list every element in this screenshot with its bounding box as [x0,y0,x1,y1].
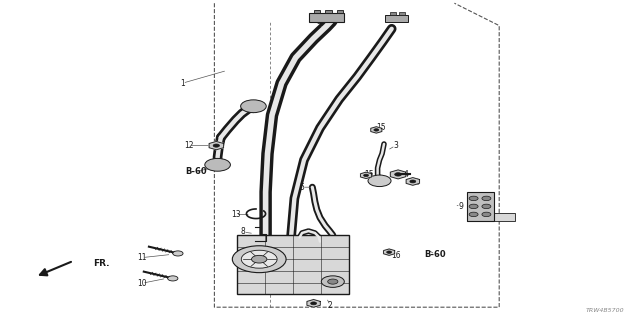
Circle shape [310,302,317,305]
Polygon shape [390,170,406,179]
Text: 3: 3 [393,141,398,150]
Bar [325,10,332,13]
Polygon shape [371,127,382,133]
Polygon shape [360,172,372,179]
Text: TRW4B5700: TRW4B5700 [586,308,624,313]
Bar [385,15,408,22]
Text: 7: 7 [316,23,321,32]
Text: 11: 11 [138,253,147,262]
Circle shape [482,196,491,201]
Bar [399,12,405,15]
Polygon shape [406,178,419,185]
Text: 4: 4 [404,170,409,179]
Bar [467,213,515,221]
Bar [467,192,494,221]
Text: B-60: B-60 [424,250,446,259]
Text: 14: 14 [328,242,338,251]
Polygon shape [209,141,223,150]
Circle shape [168,276,178,281]
Circle shape [482,212,491,217]
Text: 6: 6 [242,106,247,115]
Text: 8: 8 [241,228,246,236]
Bar [237,235,349,294]
Circle shape [328,279,338,284]
Text: 12: 12 [410,178,419,187]
Bar [337,10,344,13]
Polygon shape [383,249,395,255]
Circle shape [241,250,277,268]
Circle shape [469,204,478,209]
Circle shape [321,276,344,287]
Circle shape [469,212,478,217]
Circle shape [368,175,391,187]
Circle shape [374,129,379,131]
Circle shape [213,144,220,147]
Text: 5: 5 [300,183,305,192]
Text: 2: 2 [328,301,333,310]
Circle shape [482,204,491,209]
Polygon shape [307,300,320,307]
Text: 10: 10 [137,279,147,288]
Text: 13: 13 [230,210,241,219]
Circle shape [252,255,267,263]
Circle shape [469,196,478,201]
Text: B-60: B-60 [186,167,207,176]
Bar [314,10,321,13]
Text: 15: 15 [376,124,386,132]
Circle shape [395,173,401,176]
Circle shape [173,251,183,256]
Circle shape [387,251,392,253]
Text: 9: 9 [458,202,463,211]
Bar [390,12,396,15]
Text: 1: 1 [180,79,185,88]
Text: 16: 16 [390,252,401,260]
Text: 15: 15 [364,170,374,179]
Text: 12: 12 [184,141,193,150]
Circle shape [364,174,369,177]
Circle shape [241,100,266,113]
Text: FR.: FR. [93,259,109,268]
Circle shape [410,180,416,183]
Circle shape [205,158,230,171]
Bar [309,13,344,22]
Circle shape [232,246,286,273]
